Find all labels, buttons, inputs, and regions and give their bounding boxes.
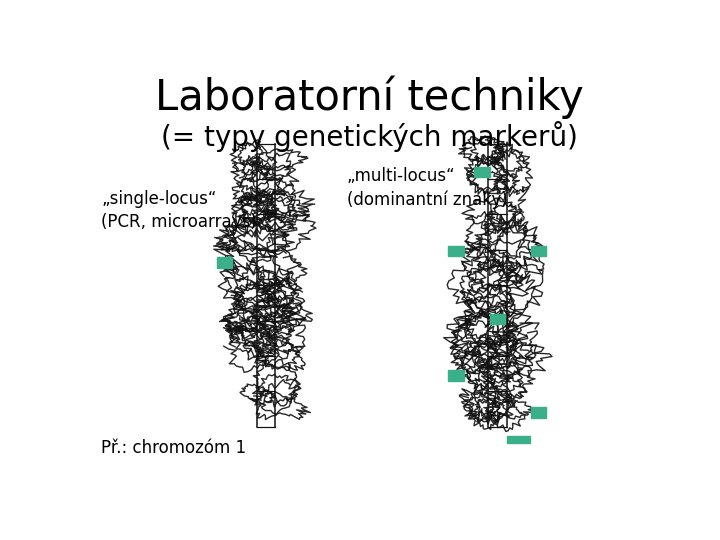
Bar	[507, 436, 530, 443]
Text: (= typy genetických markerů): (= typy genetických markerů)	[161, 121, 577, 152]
Bar	[474, 167, 490, 177]
Bar	[531, 246, 546, 256]
Bar	[449, 246, 464, 256]
Bar	[490, 314, 505, 325]
Text: Př.: chromozóm 1: Př.: chromozóm 1	[101, 439, 246, 457]
Text: „single-locus“
(PCR, microarrays): „single-locus“ (PCR, microarrays)	[101, 190, 257, 231]
Text: Laboratorní techniky: Laboratorní techniky	[155, 75, 583, 119]
Bar	[449, 370, 464, 381]
Text: „multi-locus“
(dominantní znaky): „multi-locus“ (dominantní znaky)	[347, 167, 508, 209]
Bar	[217, 258, 233, 268]
Bar	[531, 407, 546, 417]
